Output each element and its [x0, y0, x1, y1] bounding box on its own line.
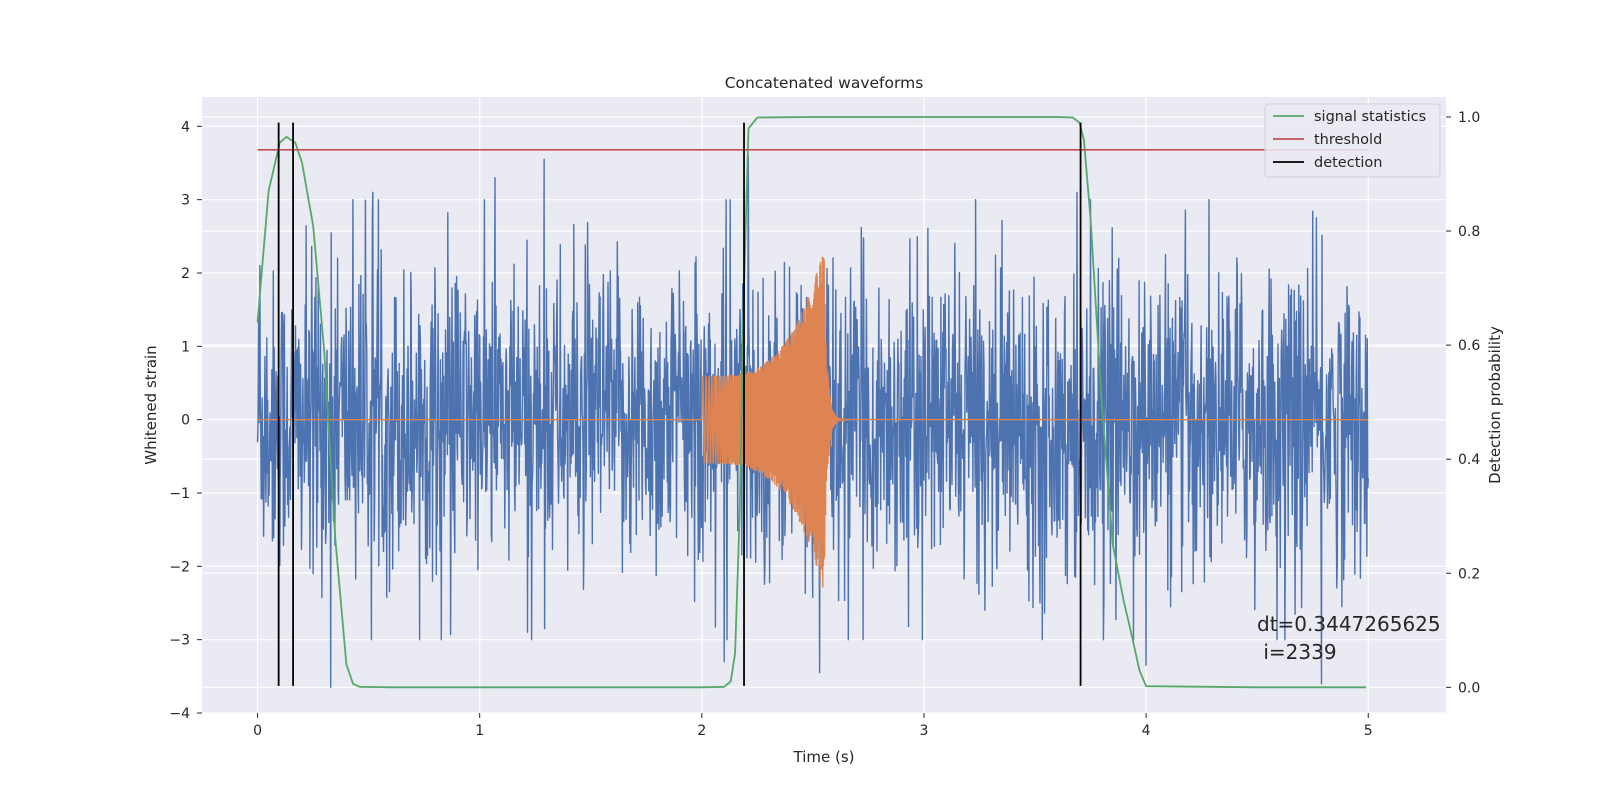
y-tick-label: 2	[181, 266, 190, 282]
y-tick-label: 4	[181, 119, 190, 135]
y-tick-label: −3	[169, 633, 190, 649]
x-tick-label: 3	[920, 723, 929, 739]
y-tick-label: 0	[181, 413, 190, 429]
legend: signal statistics threshold detection	[1264, 103, 1441, 178]
y-axis-label: Whitened strain	[142, 345, 160, 464]
annotation-dt: dt=0.3447265625	[1257, 612, 1441, 636]
y2-tick-label: 0.8	[1458, 224, 1480, 240]
data-series	[256, 116, 1369, 689]
y2-tick-label: 0.2	[1458, 566, 1480, 582]
series-signal-statistics	[256, 116, 1366, 689]
x-tick-label: 5	[1364, 723, 1373, 739]
y2-tick-label: 1.0	[1458, 110, 1480, 126]
x-tick-label: 4	[1142, 723, 1151, 739]
y-tick-label: 1	[181, 339, 190, 355]
x-tick-label: 2	[697, 723, 706, 739]
y2-tick-label: 0.0	[1458, 680, 1480, 696]
axes: 0 1 2 3 4 5 −4 −3 −2 −1 0 1 2 3 4 0.0 0.2 0.4 0.6 0.8 1.0	[169, 110, 1480, 739]
x-axis-label: Time (s)	[793, 748, 855, 766]
x-tick-label: 0	[253, 723, 262, 739]
y2-axis-label: Detection probability	[1486, 326, 1504, 484]
legend-label-threshold: threshold	[1314, 132, 1382, 148]
chart-title: Concatenated waveforms	[725, 74, 924, 92]
y-tick-label: 3	[181, 193, 190, 209]
y-tick-label: −1	[169, 486, 190, 502]
series-injected-waveform	[257, 256, 1369, 588]
y2-tick-label: 0.4	[1458, 452, 1480, 468]
x-tick-label: 1	[475, 723, 484, 739]
legend-label-signal-statistics: signal statistics	[1314, 109, 1426, 125]
legend-label-detection: detection	[1314, 155, 1382, 171]
y-tick-label: −4	[169, 706, 190, 722]
annotation-index: i=2339	[1257, 640, 1337, 664]
y-tick-label: −2	[169, 559, 190, 575]
y2-tick-label: 0.6	[1458, 338, 1480, 354]
legend-box	[1264, 103, 1441, 178]
